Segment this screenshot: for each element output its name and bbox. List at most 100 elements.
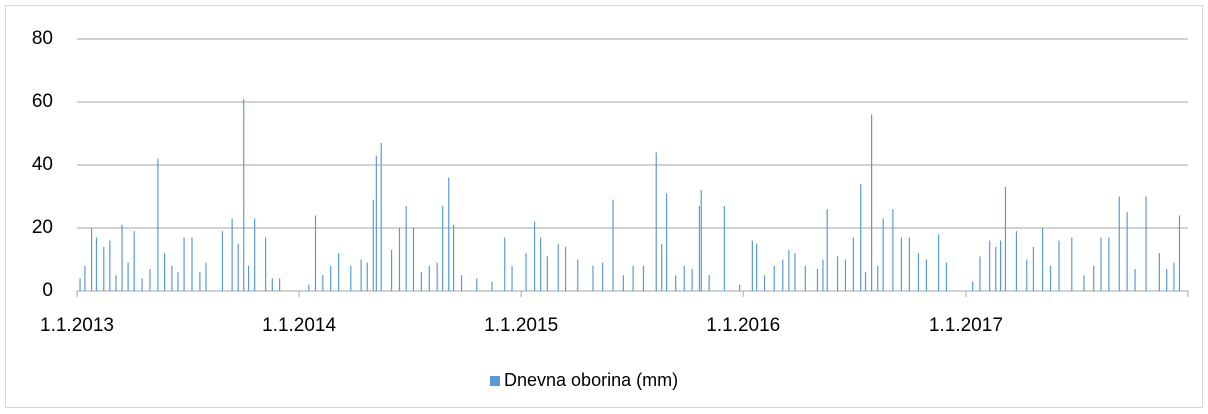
x-tick-label: 1.1.2014 (262, 315, 336, 336)
bar (972, 281, 974, 291)
bar (1166, 268, 1168, 291)
bar (708, 275, 710, 291)
bar (491, 281, 493, 291)
bar (822, 259, 824, 291)
bar (665, 193, 668, 291)
bar (877, 265, 879, 291)
bar (133, 231, 135, 291)
bar (314, 215, 317, 291)
chart-border (5, 5, 1203, 408)
bar (751, 240, 753, 291)
bar (756, 243, 758, 291)
bar (360, 259, 362, 291)
bar (199, 272, 201, 291)
bar (265, 237, 267, 291)
bar (661, 243, 663, 291)
bar (592, 265, 594, 291)
bar (1000, 240, 1002, 291)
bar (412, 228, 415, 291)
bar (428, 265, 430, 291)
bar (205, 262, 207, 291)
bar (871, 114, 873, 291)
bar (453, 224, 455, 291)
bar (945, 262, 948, 291)
bar (882, 218, 884, 291)
bar (91, 228, 93, 291)
bar (1126, 212, 1128, 291)
bar (1083, 275, 1085, 291)
bar (149, 268, 151, 291)
bar (860, 183, 862, 291)
legend-label: Dnevna oborina (mm) (504, 370, 678, 390)
bar (782, 259, 784, 291)
bar (1134, 268, 1136, 291)
x-tick-label: 1.1.2016 (706, 315, 780, 336)
bar (577, 259, 579, 291)
bar (183, 237, 185, 291)
bar (852, 237, 854, 291)
bar (171, 265, 173, 291)
bar (546, 256, 548, 291)
bar (989, 240, 991, 291)
bar (436, 262, 438, 291)
bar (602, 262, 604, 291)
bar (103, 246, 105, 291)
bar (231, 218, 233, 291)
bar (448, 177, 450, 291)
bar (271, 278, 273, 291)
bar (1058, 240, 1060, 291)
bar (504, 237, 506, 291)
bar (1026, 259, 1028, 291)
bar (612, 199, 614, 291)
bar (540, 237, 542, 291)
bar (794, 253, 796, 291)
bar (925, 259, 927, 291)
bar (1158, 253, 1161, 291)
bar (1118, 196, 1120, 291)
bar (247, 265, 250, 291)
bar (191, 237, 193, 291)
bar (1173, 262, 1175, 291)
bar (115, 275, 117, 291)
bar (164, 253, 166, 291)
bar (95, 237, 98, 291)
bar (84, 265, 86, 291)
bar (109, 240, 111, 291)
bar (380, 142, 382, 291)
bar (279, 278, 281, 291)
bar (221, 231, 224, 291)
bar (864, 272, 867, 291)
bar (511, 265, 513, 291)
bar (141, 278, 143, 291)
bar (366, 262, 368, 291)
y-tick-label: 40 (32, 154, 53, 175)
bar (405, 205, 407, 291)
bar (442, 205, 444, 291)
x-tick-label: 1.1.2013 (40, 315, 114, 336)
bar (1108, 237, 1110, 291)
bar (804, 265, 806, 291)
bar (900, 237, 903, 291)
bar (243, 98, 245, 291)
bar (460, 275, 463, 291)
bar (826, 209, 828, 291)
bar (1049, 265, 1052, 291)
bar (788, 250, 790, 291)
bar (338, 253, 340, 291)
bar (698, 205, 701, 291)
bar (1041, 228, 1044, 291)
bar (1015, 231, 1018, 291)
bar (533, 221, 536, 291)
bar (816, 268, 819, 291)
bar (937, 234, 940, 291)
bar (177, 272, 179, 291)
bar (375, 155, 377, 291)
bar (892, 209, 894, 291)
bar (979, 256, 981, 291)
bar (79, 278, 81, 291)
bar (632, 265, 634, 291)
bar (322, 275, 324, 291)
bar (917, 253, 920, 291)
bar (763, 275, 766, 291)
